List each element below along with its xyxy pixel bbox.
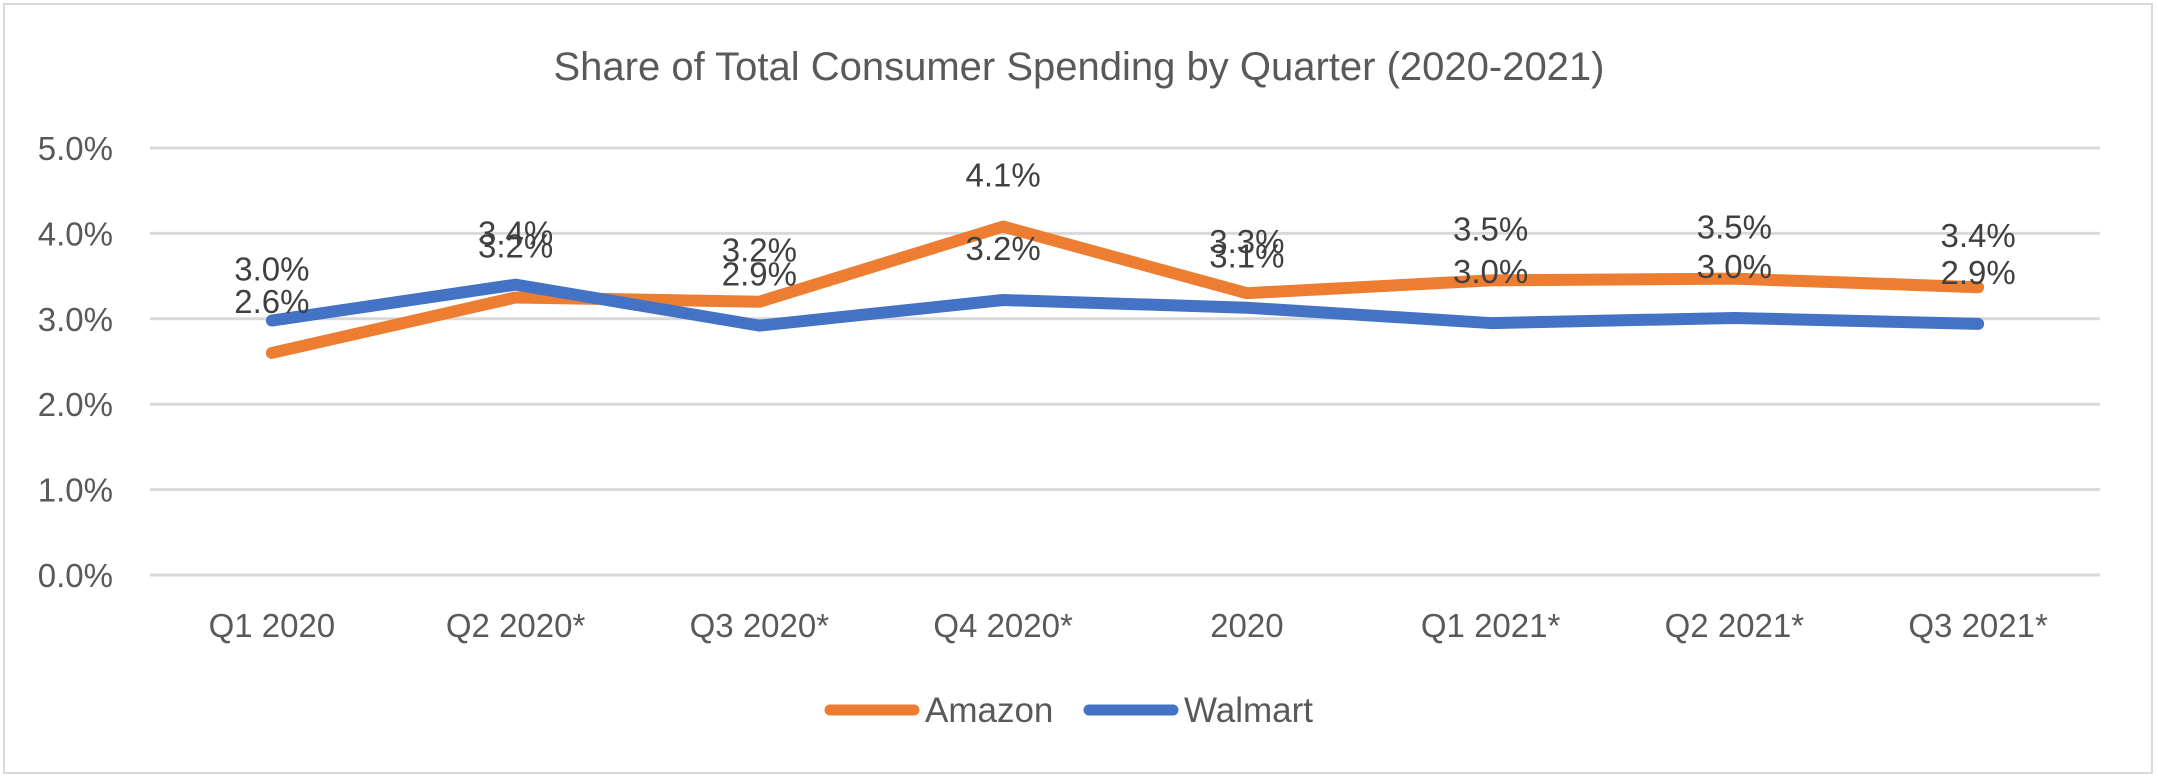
legend-label-walmart: Walmart (1184, 691, 1313, 730)
data-label-amazon: 2.6% (234, 283, 309, 320)
data-label-amazon: 3.5% (1697, 209, 1772, 246)
series-line-amazon (265, 220, 1985, 359)
legend-label-amazon: Amazon (925, 691, 1053, 730)
series-line-walmart (265, 278, 1985, 332)
chart-title: Share of Total Consumer Spending by Quar… (554, 45, 1605, 89)
data-label-amazon: 3.3% (1209, 223, 1284, 260)
data-label-walmart: 3.4% (478, 215, 553, 252)
data-label-walmart: 3.1% (1209, 238, 1284, 275)
x-tick-label: Q1 2020 (209, 607, 336, 644)
x-tick-label: Q3 2020* (690, 607, 830, 644)
y-tick-label: 2.0% (38, 386, 113, 423)
data-label-amazon: 4.1% (966, 157, 1041, 194)
data-label-walmart: 3.0% (1697, 248, 1772, 285)
x-tick-label: Q1 2021* (1421, 607, 1561, 644)
series-lines (265, 220, 1985, 359)
data-label-walmart: 3.0% (1453, 253, 1528, 290)
legend: Amazon Walmart (824, 691, 1313, 730)
y-tick-label: 3.0% (38, 301, 113, 338)
x-tick-label: Q3 2021* (1908, 607, 2048, 644)
chart-frame (3, 3, 2153, 774)
data-labels: 2.6% 3.2% 3.2% 4.1% 3.3% 3.5% 3.5% 3.4% 3.0% 3.4%… (234, 157, 2015, 320)
data-label-amazon: 3.4% (1941, 217, 2016, 254)
y-axis-ticks: 0.0% 1.0% 2.0% 3.0% 4.0% 5.0% (38, 130, 113, 594)
data-label-amazon: 3.2% (722, 232, 797, 269)
data-label-walmart: 3.2% (966, 230, 1041, 267)
x-axis-ticks: Q1 2020 Q2 2020* Q3 2020* Q4 2020* 2020 Q1 20… (209, 607, 2048, 644)
x-tick-label: Q4 2020* (933, 607, 1073, 644)
x-tick-label: Q2 2020* (446, 607, 586, 644)
data-label-walmart: 3.0% (234, 251, 309, 288)
data-label-walmart: 2.9% (722, 256, 797, 293)
gridlines (150, 146, 2100, 577)
y-tick-label: 1.0% (38, 472, 113, 509)
x-tick-label: 2020 (1210, 607, 1283, 644)
x-tick-label: Q2 2021* (1665, 607, 1805, 644)
y-tick-label: 5.0% (38, 130, 113, 167)
data-label-walmart: 2.9% (1941, 254, 2016, 291)
y-tick-label: 0.0% (38, 557, 113, 594)
data-label-amazon: 3.2% (478, 227, 553, 264)
y-tick-label: 4.0% (38, 215, 113, 252)
data-label-amazon: 3.5% (1453, 210, 1528, 247)
